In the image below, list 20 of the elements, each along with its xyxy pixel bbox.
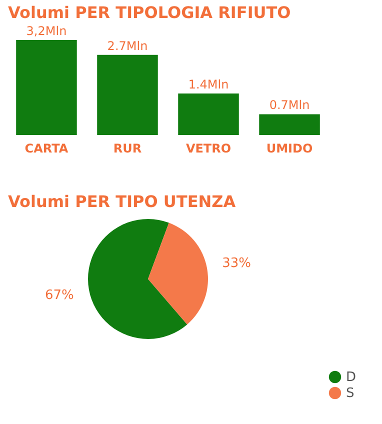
bar <box>97 54 158 135</box>
legend-label: S <box>346 386 354 401</box>
bar <box>178 93 239 135</box>
chart-title: Volumi PER TIPO UTENZA <box>8 192 236 211</box>
x-tick-label: UMIDO <box>266 142 313 156</box>
data-label: 0.7Mln <box>269 98 310 112</box>
data-label: 2.7Mln <box>107 38 148 53</box>
legend-label: D <box>346 370 356 385</box>
bar <box>259 114 320 135</box>
pie-slice <box>88 219 188 339</box>
bar <box>16 40 77 135</box>
data-label: 1.4Mln <box>188 77 229 92</box>
chart-title: Volumi PER TIPOLOGIA RIFIUTO <box>8 3 291 22</box>
data-label: 67% <box>44 288 74 303</box>
pie-slice <box>148 222 208 324</box>
x-tick-label: RUR <box>113 142 142 156</box>
x-tick-label: CARTA <box>24 142 69 156</box>
data-label: 33% <box>222 256 252 272</box>
x-tick-label: VETRO <box>186 142 232 156</box>
data-label: 3,2Mln <box>26 24 67 38</box>
